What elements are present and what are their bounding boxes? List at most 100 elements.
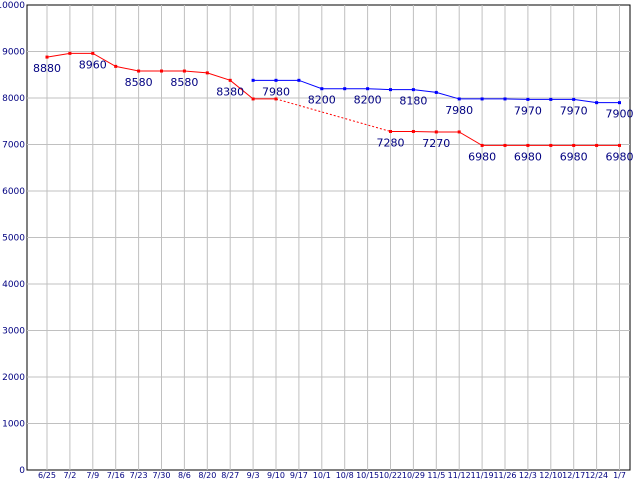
series-1-point	[480, 143, 484, 147]
series-1-point	[274, 97, 278, 101]
series-1-point	[595, 143, 599, 147]
series-2-point	[434, 90, 438, 94]
data-label: 8180	[399, 95, 427, 108]
x-tick-label: 10/22	[379, 471, 402, 480]
data-label: 6980	[468, 150, 496, 163]
x-tick-label: 9/17	[290, 471, 308, 480]
series-2-point	[595, 101, 599, 105]
x-tick-label: 7/2	[63, 471, 76, 480]
data-label: 7970	[560, 104, 588, 117]
series-1-point	[91, 51, 95, 55]
data-label: 7270	[422, 137, 450, 150]
data-label: 8960	[79, 58, 107, 71]
series-1-point	[503, 143, 507, 147]
series-1-point	[45, 55, 49, 59]
x-tick-label: 11/12	[448, 471, 471, 480]
x-tick-label: 10/29	[402, 471, 425, 480]
y-tick-label: 5000	[2, 234, 25, 244]
y-tick-label: 2000	[2, 373, 25, 383]
series-1-point	[160, 69, 163, 73]
series-1-point	[411, 129, 415, 133]
series-1-point	[114, 64, 118, 68]
series-2-point	[297, 78, 301, 82]
series-2-point	[480, 97, 484, 101]
series-1-point	[137, 69, 141, 73]
x-tick-label: 7/16	[107, 471, 125, 480]
series-2-point	[366, 87, 370, 91]
series-group	[45, 51, 621, 147]
y-axis-ticks: 0 1000 2000 3000 4000 5000 6000 7000 8000 9000 100…	[0, 1, 25, 476]
series-1-point	[457, 130, 461, 134]
series-2-point	[618, 101, 621, 105]
x-tick-label: 7/9	[86, 471, 99, 480]
y-tick-label: 0	[19, 466, 25, 476]
series-2-point	[343, 87, 347, 91]
x-tick-label: 11/26	[493, 471, 516, 480]
y-tick-label: 7000	[2, 141, 25, 151]
series-2-point	[320, 87, 324, 91]
x-tick-label: 8/27	[221, 471, 239, 480]
data-label: 6980	[514, 150, 542, 163]
x-tick-label: 9/10	[267, 471, 285, 480]
series-1-point	[205, 71, 209, 75]
series-1-point	[434, 130, 438, 134]
data-label: 7280	[377, 136, 405, 149]
x-tick-label: 9/3	[247, 471, 260, 480]
data-label: 8200	[308, 94, 336, 107]
y-tick-label: 10000	[0, 1, 25, 11]
series-1-point	[68, 51, 72, 55]
x-tick-label: 8/20	[198, 471, 216, 480]
series-1-point	[389, 129, 392, 133]
x-tick-label: 12/24	[585, 471, 608, 480]
series-1-point	[251, 97, 255, 101]
y-tick-label: 8000	[2, 94, 25, 104]
data-label: 8580	[170, 76, 198, 89]
y-tick-label: 9000	[2, 48, 25, 58]
x-tick-label: 10/1	[313, 471, 331, 480]
x-tick-label: 8/6	[178, 471, 191, 480]
grid-lines	[27, 5, 630, 470]
series-2-point	[411, 88, 415, 92]
series-2-point	[549, 97, 553, 101]
y-tick-label: 4000	[2, 280, 25, 290]
x-axis-ticks: 6/25 7/2 7/9 7/16 7/23 7/30 8/6 8/20 8/27 9/3 9/10…	[38, 471, 626, 480]
series-1-point	[572, 143, 576, 147]
data-label: 8580	[125, 76, 153, 89]
data-label: 7980	[445, 104, 473, 117]
data-label: 7980	[262, 85, 290, 98]
series-1-point	[182, 69, 186, 73]
data-label: 8380	[216, 85, 244, 98]
data-label: 7970	[514, 104, 542, 117]
x-tick-label: 7/30	[153, 471, 171, 480]
y-tick-label: 1000	[2, 420, 25, 430]
x-tick-label: 11/19	[471, 471, 494, 480]
x-tick-label: 10/8	[336, 471, 354, 480]
series-2-point	[503, 97, 507, 101]
series-2-point	[251, 78, 255, 82]
series-2-point	[274, 78, 278, 82]
series-1-point	[228, 78, 232, 82]
data-labels: 8880 8960 8580 8580 8380 7280 7270 6980 6980 6980…	[33, 58, 634, 163]
data-label: 8200	[354, 94, 382, 107]
data-label: 6980	[560, 150, 588, 163]
x-tick-label: 7/23	[130, 471, 148, 480]
series-1-point	[618, 143, 621, 147]
series-1-point	[526, 143, 530, 147]
series-2-point	[389, 88, 392, 92]
x-tick-label: 12/3	[519, 471, 537, 480]
data-label: 7900	[606, 108, 634, 121]
data-label: 6980	[606, 150, 634, 163]
x-tick-label: 12/10	[539, 471, 562, 480]
x-tick-label: 12/17	[562, 471, 585, 480]
x-tick-label: 11/5	[427, 471, 445, 480]
x-tick-label: 1/7	[613, 471, 626, 480]
y-tick-label: 6000	[2, 187, 25, 197]
data-label: 8880	[33, 62, 61, 75]
series-2-point	[572, 97, 576, 101]
series-2-point	[457, 97, 461, 101]
x-tick-label: 10/15	[356, 471, 379, 480]
series-1-point	[549, 143, 553, 147]
y-tick-label: 3000	[2, 327, 25, 337]
series-2-point	[526, 97, 530, 101]
